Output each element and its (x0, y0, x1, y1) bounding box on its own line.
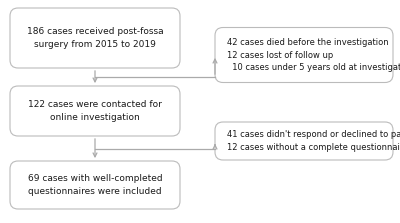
FancyBboxPatch shape (10, 8, 180, 68)
Text: 122 cases were contacted for
online investigation: 122 cases were contacted for online inve… (28, 100, 162, 122)
Text: 41 cases didn't respond or declined to participate
12 cases without a complete q: 41 cases didn't respond or declined to p… (227, 130, 400, 152)
FancyBboxPatch shape (215, 122, 393, 160)
Text: 42 cases died before the investigation
12 cases lost of follow up
  10 cases und: 42 cases died before the investigation 1… (227, 38, 400, 72)
Text: 186 cases received post-fossa
surgery from 2015 to 2019: 186 cases received post-fossa surgery fr… (27, 27, 163, 49)
Text: 69 cases with well-completed
questionnaires were included: 69 cases with well-completed questionnai… (28, 174, 162, 196)
FancyBboxPatch shape (10, 161, 180, 209)
FancyBboxPatch shape (215, 27, 393, 83)
FancyBboxPatch shape (10, 86, 180, 136)
